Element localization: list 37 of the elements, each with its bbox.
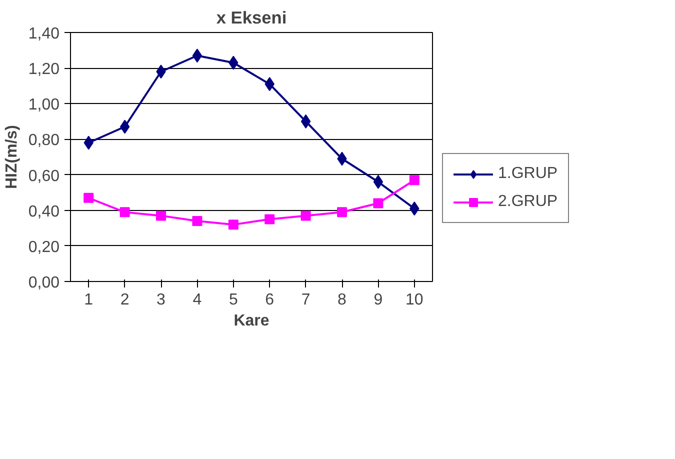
point [373,174,384,189]
point [373,198,384,208]
y-tick-label: 1,00 [28,96,60,114]
y-tick-label: 0,20 [28,238,60,256]
point [264,214,275,224]
point [337,207,347,218]
x-axis-title: Kare [234,312,270,330]
point [156,210,166,221]
x-tick-label: 5 [228,292,238,308]
point [120,207,130,218]
x-tick-label: 7 [301,292,310,308]
x-tick-label: 3 [156,292,166,308]
y-tick-label: 0,80 [28,132,60,150]
point [120,120,130,134]
x-tick-label: 10 [406,292,424,308]
legend-label: 1.GRUP [498,165,558,183]
x-tick-label: 1 [84,292,94,308]
point [84,192,94,203]
y-tick-label: 0,00 [28,274,60,292]
point [228,220,238,230]
x-tick-label: 6 [265,292,274,308]
chart-title: x Ekseni [216,8,287,28]
x-tick-label: 8 [338,292,347,308]
x-tick-label: 4 [192,292,202,308]
x-tick-label: 9 [374,292,383,308]
point [192,48,202,63]
point [300,210,311,221]
y-tick-label: 0,60 [28,168,60,185]
y-tick-label: 1,20 [28,61,60,78]
y-tick-label: 1,40 [28,26,60,42]
point [300,114,311,128]
point [192,216,202,226]
legend-label: 2.GRUP [498,193,558,211]
y-axis-title: HIZ(m/s) [3,125,20,189]
point [409,175,420,186]
x-tick-label: 2 [120,292,130,308]
y-tick-label: 0,40 [28,203,60,220]
